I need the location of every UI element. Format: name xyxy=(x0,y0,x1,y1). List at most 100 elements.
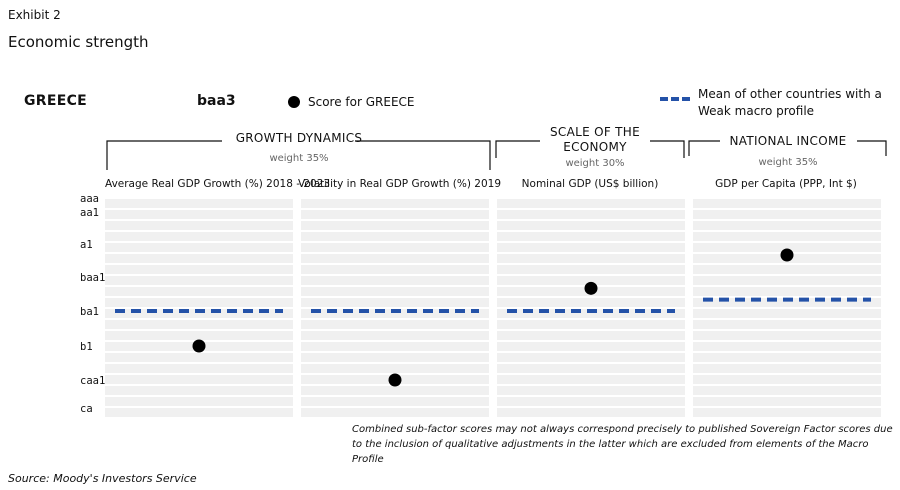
grid-band-2 xyxy=(497,221,685,230)
grid-band-3 xyxy=(693,276,881,285)
grid-band-2 xyxy=(497,375,685,384)
grid-band-2 xyxy=(497,353,685,362)
grid-band-2 xyxy=(497,331,685,340)
y-tick-ca: ca xyxy=(80,403,93,415)
grid-band-0 xyxy=(105,232,293,241)
grid-band-1 xyxy=(301,232,489,241)
grid-band-3 xyxy=(693,397,881,406)
chart-title: Economic strength xyxy=(8,33,149,51)
grid-band-1 xyxy=(301,199,489,208)
grid-band-2 xyxy=(497,386,685,395)
grid-band-3 xyxy=(693,199,881,208)
grid-band-1 xyxy=(301,210,489,219)
grid-band-0 xyxy=(105,353,293,362)
grid-band-2 xyxy=(497,243,685,252)
grid-band-0 xyxy=(105,210,293,219)
exhibit-label: Exhibit 2 xyxy=(8,8,61,22)
grid-band-0 xyxy=(105,243,293,252)
y-tick-baa1: baa1 xyxy=(80,272,105,284)
group-weight-growth: weight 35% xyxy=(269,153,329,164)
grid-band-3 xyxy=(693,287,881,296)
score-marker-2 xyxy=(584,281,598,295)
group-weight-scale: weight 30% xyxy=(565,158,625,169)
y-tick-a1: a1 xyxy=(80,239,93,251)
grid-band-0 xyxy=(105,265,293,274)
grid-band-0 xyxy=(105,364,293,373)
score-marker-0 xyxy=(192,339,206,353)
bracket-national-income xyxy=(688,140,887,156)
grid-band-1 xyxy=(301,364,489,373)
grid-band-2 xyxy=(497,298,685,307)
grid-band-3 xyxy=(693,265,881,274)
grid-band-1 xyxy=(301,298,489,307)
y-tick-b1: b1 xyxy=(80,341,93,353)
grid-band-2 xyxy=(497,320,685,329)
grid-band-0 xyxy=(105,397,293,406)
legend-mean-marker xyxy=(660,97,690,101)
score-marker-1 xyxy=(388,373,402,387)
grid-band-2 xyxy=(497,254,685,263)
column-title-3: GDP per Capita (PPP, Int $) xyxy=(715,178,857,190)
grid-band-2 xyxy=(497,342,685,351)
legend-mean-label: Mean of other countries with a Weak macr… xyxy=(698,87,882,118)
score-marker-3 xyxy=(780,248,794,262)
grid-band-3 xyxy=(693,331,881,340)
grid-band-3 xyxy=(693,320,881,329)
grid-band-0 xyxy=(105,221,293,230)
column-title-0: Average Real GDP Growth (%) 2018 - 2023 xyxy=(105,178,331,190)
grid-band-2 xyxy=(497,364,685,373)
grid-band-1 xyxy=(301,331,489,340)
bracket-scale-of-economy xyxy=(495,140,685,158)
grid-band-3 xyxy=(693,221,881,230)
grid-band-3 xyxy=(693,408,881,417)
group-title-scale: SCALE OF THE ECONOMY xyxy=(550,125,640,154)
grid-band-0 xyxy=(105,287,293,296)
group-weight-income: weight 35% xyxy=(758,157,818,168)
grid-band-1 xyxy=(301,276,489,285)
grid-band-2 xyxy=(497,232,685,241)
legend-score-label: Score for GREECE xyxy=(308,95,415,109)
grid-band-0 xyxy=(105,331,293,340)
grid-band-3 xyxy=(693,375,881,384)
grid-bands xyxy=(105,199,881,417)
source-note: Source: Moody's Investors Service xyxy=(8,472,197,485)
grid-band-1 xyxy=(301,386,489,395)
grid-band-1 xyxy=(301,243,489,252)
grid-band-2 xyxy=(497,199,685,208)
grid-band-0 xyxy=(105,199,293,208)
grid-band-3 xyxy=(693,386,881,395)
grid-band-3 xyxy=(693,342,881,351)
grid-band-1 xyxy=(301,342,489,351)
grid-band-2 xyxy=(497,276,685,285)
grid-band-3 xyxy=(693,309,881,318)
grid-band-2 xyxy=(497,309,685,318)
grid-band-1 xyxy=(301,408,489,417)
grid-band-0 xyxy=(105,408,293,417)
footnote: Combined sub-factor scores may not alway… xyxy=(352,424,893,465)
grid-band-0 xyxy=(105,276,293,285)
grid-band-1 xyxy=(301,265,489,274)
country-rating: baa3 xyxy=(197,93,236,109)
grid-band-1 xyxy=(301,254,489,263)
grid-band-3 xyxy=(693,210,881,219)
grid-band-3 xyxy=(693,298,881,307)
grid-band-0 xyxy=(105,375,293,384)
grid-band-0 xyxy=(105,309,293,318)
grid-band-3 xyxy=(693,232,881,241)
group-brackets xyxy=(106,140,887,170)
grid-band-0 xyxy=(105,320,293,329)
legend-score-marker xyxy=(288,96,300,108)
bracket-growth-dynamics xyxy=(106,140,491,170)
grid-band-3 xyxy=(693,353,881,362)
grid-band-2 xyxy=(497,265,685,274)
grid-band-1 xyxy=(301,353,489,362)
grid-band-1 xyxy=(301,320,489,329)
score-markers xyxy=(192,248,794,387)
grid-band-3 xyxy=(693,364,881,373)
y-axis-labels: aaa aa1 a1 baa1 ba1 b1 caa1 ca xyxy=(80,193,105,415)
column-title-2: Nominal GDP (US$ billion) xyxy=(521,178,659,190)
grid-band-0 xyxy=(105,254,293,263)
grid-band-0 xyxy=(105,298,293,307)
grid-band-1 xyxy=(301,309,489,318)
